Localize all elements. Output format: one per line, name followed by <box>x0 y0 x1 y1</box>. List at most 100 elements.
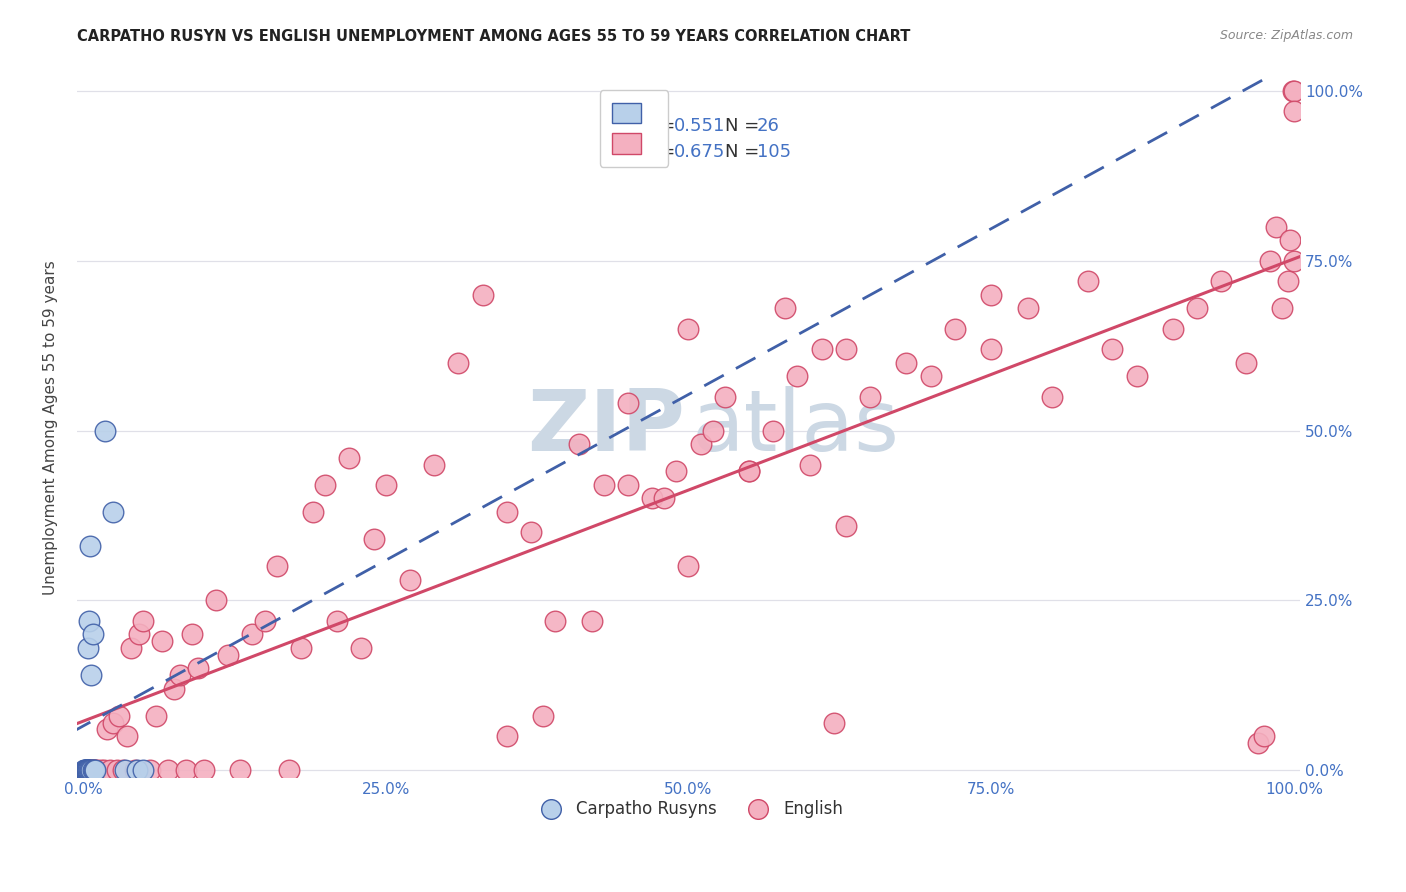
Point <box>568 437 591 451</box>
Point <box>83 763 105 777</box>
Point <box>180 627 202 641</box>
Point <box>93 424 115 438</box>
Point <box>350 640 373 655</box>
Point <box>1271 301 1294 316</box>
Point <box>76 763 98 777</box>
Point <box>544 614 567 628</box>
Point <box>193 763 215 777</box>
Point <box>1277 274 1299 288</box>
Point <box>96 723 118 737</box>
Point <box>520 525 543 540</box>
Point <box>1211 274 1233 288</box>
Point <box>84 763 107 777</box>
Point <box>447 356 470 370</box>
Point <box>75 763 97 777</box>
Point <box>103 715 125 730</box>
Point <box>920 369 942 384</box>
Point <box>229 763 252 777</box>
Point <box>217 648 239 662</box>
Point <box>1234 356 1257 370</box>
Point <box>1281 84 1303 98</box>
Point <box>1161 321 1184 335</box>
Point <box>103 505 125 519</box>
Point <box>80 763 103 777</box>
Point <box>82 763 104 777</box>
Point <box>326 614 349 628</box>
Point <box>581 614 603 628</box>
Point <box>266 559 288 574</box>
Point <box>1282 104 1305 119</box>
Point <box>738 464 761 478</box>
Text: 0.551: 0.551 <box>673 118 725 136</box>
Point <box>82 627 104 641</box>
Point <box>1258 253 1281 268</box>
Point <box>76 763 98 777</box>
Point <box>617 396 640 410</box>
Point <box>399 573 422 587</box>
Point <box>835 342 858 356</box>
Point <box>77 763 100 777</box>
Point <box>75 763 97 777</box>
Point <box>835 518 858 533</box>
Point <box>702 424 724 438</box>
Point <box>823 715 845 730</box>
Point <box>120 640 142 655</box>
Point <box>73 763 96 777</box>
Point <box>1077 274 1099 288</box>
Point <box>1246 736 1268 750</box>
Point <box>76 763 98 777</box>
Point <box>617 478 640 492</box>
Point <box>75 763 97 777</box>
Y-axis label: Unemployment Among Ages 55 to 59 years: Unemployment Among Ages 55 to 59 years <box>44 260 58 595</box>
Point <box>471 287 494 301</box>
Point <box>314 478 336 492</box>
Point <box>76 763 98 777</box>
Point <box>105 763 128 777</box>
Point <box>495 729 517 743</box>
Point <box>363 532 385 546</box>
Point <box>1017 301 1039 316</box>
Point <box>652 491 675 506</box>
Point <box>1253 729 1275 743</box>
Point <box>1125 369 1147 384</box>
Point <box>799 458 821 472</box>
Point <box>713 390 735 404</box>
Point <box>277 763 299 777</box>
Point <box>1040 390 1063 404</box>
Point <box>374 478 396 492</box>
Point <box>302 505 325 519</box>
Point <box>1264 219 1286 234</box>
Point <box>150 634 173 648</box>
Point <box>1101 342 1123 356</box>
Point <box>169 668 191 682</box>
Text: Source: ZipAtlas.com: Source: ZipAtlas.com <box>1219 29 1353 42</box>
Point <box>76 763 98 777</box>
Text: ZIP: ZIP <box>527 385 685 468</box>
Point <box>689 437 711 451</box>
Point <box>495 505 517 519</box>
Point <box>678 321 700 335</box>
Point <box>80 763 103 777</box>
Point <box>132 763 155 777</box>
Point <box>775 301 797 316</box>
Point <box>290 640 312 655</box>
Point <box>174 763 197 777</box>
Point <box>896 356 918 370</box>
Point <box>762 424 785 438</box>
Point <box>205 593 228 607</box>
Point <box>114 763 136 777</box>
Point <box>980 287 1002 301</box>
Point <box>124 763 146 777</box>
Point <box>79 763 101 777</box>
Point <box>531 708 554 723</box>
Point <box>76 763 98 777</box>
Point <box>108 708 131 723</box>
Point <box>253 614 276 628</box>
Point <box>115 729 138 743</box>
Point <box>98 763 121 777</box>
Point <box>786 369 808 384</box>
Text: 105: 105 <box>756 144 792 161</box>
Point <box>138 763 160 777</box>
Point <box>641 491 664 506</box>
Point <box>1282 84 1305 98</box>
